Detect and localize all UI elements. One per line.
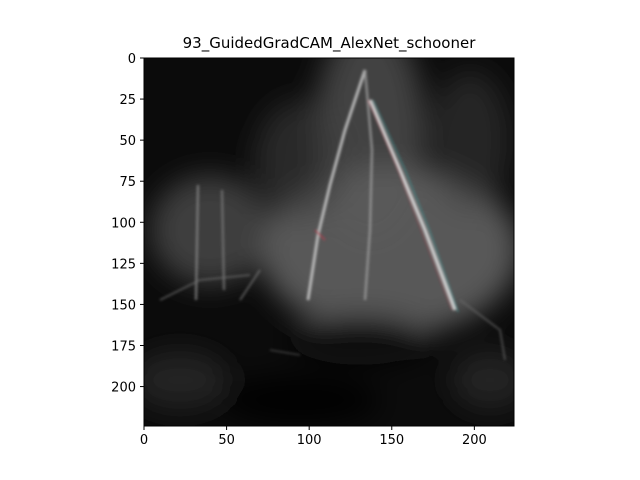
y-axis: 0 25 50 75 100 125 150 175 200 <box>111 52 144 396</box>
x-axis: 0 50 100 150 200 <box>140 426 487 448</box>
y-tick-label: 175 <box>111 340 136 355</box>
y-tick-label: 50 <box>119 134 136 149</box>
y-tick-label: 125 <box>111 257 136 272</box>
plot-frame <box>143 57 515 427</box>
x-tick-label: 0 <box>140 433 148 448</box>
x-tick-label: 100 <box>297 433 322 448</box>
y-tick-label: 150 <box>111 298 136 313</box>
heatmap-edges <box>159 69 506 361</box>
x-tick-label: 150 <box>379 433 404 448</box>
x-tick-label: 200 <box>462 433 487 448</box>
y-tick-label: 0 <box>128 52 136 67</box>
x-tick-label: 50 <box>218 433 235 448</box>
y-tick-label: 25 <box>119 93 136 108</box>
y-tick-label: 200 <box>111 381 136 396</box>
y-tick-label: 100 <box>111 216 136 231</box>
y-tick-label: 75 <box>119 175 136 190</box>
chart-title: 93_GuidedGradCAM_AlexNet_schooner <box>183 34 477 53</box>
heatmap-image <box>144 58 514 426</box>
